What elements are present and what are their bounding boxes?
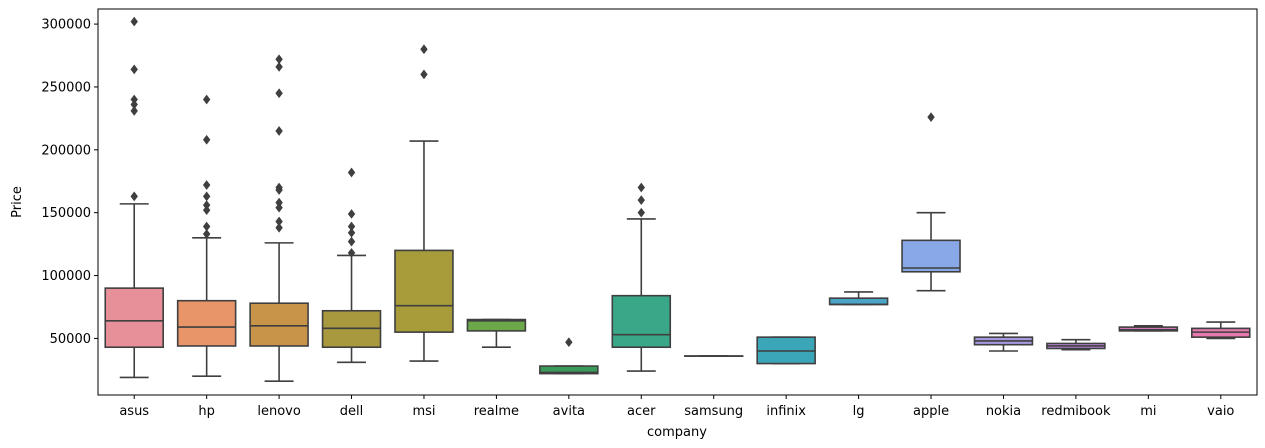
y-tick-label: 200000 [41, 143, 91, 158]
box-dell [321, 167, 382, 364]
x-axis-ticks: asus hp lenovo dell msi realme avita acer samsun… [119, 395, 1234, 419]
outlier-point [420, 44, 428, 55]
y-axis-ticks: 50000 100000 150000 200000 250000 300000 [41, 18, 98, 347]
plot-area-frame [97, 8, 1258, 396]
box-acer [611, 182, 672, 372]
outlier-point [130, 64, 138, 75]
outlier-point [347, 209, 356, 219]
outlier-point [130, 105, 138, 116]
y-tick-label: 300000 [41, 18, 91, 33]
iqr-box [466, 318, 527, 332]
outlier-point [202, 191, 211, 202]
y-tick-label: 250000 [41, 80, 91, 95]
x-tick-label: redmibook [1041, 404, 1111, 419]
outlier-point [130, 191, 138, 202]
x-tick-label: hp [198, 404, 215, 419]
outlier-point [637, 182, 645, 193]
box-hp [176, 94, 237, 377]
outlier-point [202, 229, 211, 239]
x-tick-label: lg [853, 404, 865, 419]
x-tick-label: apple [913, 404, 949, 419]
x-tick-label: samsung [684, 404, 743, 419]
y-tick-label: 50000 [50, 332, 91, 347]
box-mi [1118, 325, 1179, 332]
outlier-point [420, 69, 428, 80]
outlier-point [347, 236, 356, 247]
x-tick-label: msi [412, 404, 435, 419]
iqr-box [539, 365, 599, 375]
box-redmibook [1046, 338, 1106, 351]
iqr-box [828, 297, 889, 306]
iqr-box [176, 299, 237, 347]
outlier-point [275, 61, 283, 72]
box-asus [104, 16, 164, 379]
outlier-point [275, 222, 283, 233]
box-series [104, 16, 1251, 382]
outlier-point [130, 16, 138, 27]
outlier-point [202, 94, 211, 105]
y-tick-label: 100000 [41, 269, 91, 284]
box-avita [539, 337, 599, 375]
box-infinix [756, 336, 816, 365]
x-tick-label: realme [474, 404, 519, 419]
box-msi [394, 44, 454, 362]
outlier-point [275, 202, 283, 213]
x-tick-label: asus [119, 404, 149, 419]
y-axis-label: Price [10, 186, 25, 218]
x-tick-label: acer [627, 404, 656, 419]
iqr-box [394, 249, 454, 333]
box-lg [828, 291, 889, 306]
iqr-box [104, 287, 164, 349]
box-vaio [1191, 321, 1251, 340]
y-tick-label: 150000 [41, 206, 91, 221]
outlier-point [202, 134, 211, 145]
outlier-point [637, 195, 645, 205]
outlier-point [275, 126, 283, 136]
iqr-box [901, 239, 961, 273]
box-nokia [973, 332, 1034, 352]
x-tick-label: lenovo [257, 404, 300, 419]
box-lenovo [249, 54, 309, 382]
outlier-point [275, 88, 283, 99]
x-tick-label: nokia [986, 404, 1021, 419]
outlier-point [347, 167, 356, 178]
outlier-point [565, 337, 573, 348]
box-realme [466, 318, 527, 349]
outlier-point [637, 207, 645, 218]
outlier-point [202, 205, 211, 216]
outlier-point [275, 185, 283, 195]
outlier-point [347, 227, 356, 238]
x-tick-label: infinix [766, 404, 806, 419]
x-axis-label: company [647, 425, 707, 440]
outlier-point [347, 248, 356, 258]
x-tick-label: mi [1140, 404, 1156, 419]
x-tick-label: avita [553, 404, 585, 419]
outlier-point [927, 112, 935, 122]
x-tick-label: dell [340, 404, 363, 419]
iqr-box [611, 294, 672, 349]
outlier-point [202, 180, 211, 190]
iqr-box [249, 302, 309, 347]
x-tick-label: vaio [1207, 404, 1234, 419]
box-apple [901, 112, 961, 292]
